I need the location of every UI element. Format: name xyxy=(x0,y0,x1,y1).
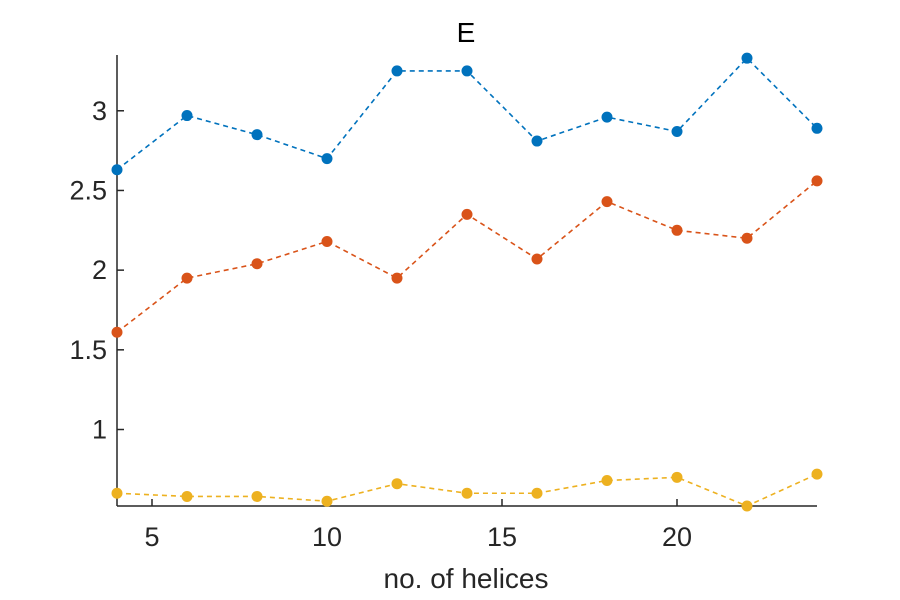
data-point xyxy=(111,326,123,338)
y-tick-label: 3 xyxy=(92,96,107,126)
data-point xyxy=(321,495,333,507)
data-point xyxy=(811,175,823,187)
y-tick-label: 1.5 xyxy=(69,335,107,365)
data-point xyxy=(531,135,543,147)
chart-title: E xyxy=(457,17,476,48)
data-point xyxy=(601,111,613,123)
data-point xyxy=(461,65,473,77)
data-point xyxy=(741,232,753,244)
data-point xyxy=(671,224,683,236)
data-point xyxy=(811,468,823,480)
data-point xyxy=(251,258,263,270)
data-point xyxy=(671,125,683,137)
data-point xyxy=(391,272,403,284)
data-point xyxy=(601,196,613,208)
data-point xyxy=(671,471,683,483)
data-point xyxy=(461,208,473,220)
data-point xyxy=(741,500,753,512)
x-axis-title: no. of helices xyxy=(384,563,549,594)
data-point xyxy=(321,153,333,165)
axes: 1 1.5 2 2.5 3 5 10 15 20 xyxy=(69,55,817,552)
data-point xyxy=(601,475,613,487)
series-2 xyxy=(111,175,823,338)
x-tick-label: 5 xyxy=(144,522,159,552)
data-point xyxy=(251,490,263,502)
x-tick-label: 20 xyxy=(662,522,692,552)
y-tick-label: 2 xyxy=(92,255,107,285)
data-point xyxy=(321,235,333,247)
data-point xyxy=(741,52,753,64)
series-3 xyxy=(111,468,823,512)
series-layer xyxy=(111,52,823,512)
data-point xyxy=(181,272,193,284)
series-1 xyxy=(111,52,823,176)
y-tick-label: 2.5 xyxy=(69,175,107,205)
data-point xyxy=(181,490,193,502)
data-point xyxy=(811,122,823,134)
x-tick-label: 10 xyxy=(312,522,342,552)
data-point xyxy=(391,478,403,490)
series-line xyxy=(116,180,818,333)
data-point xyxy=(251,129,263,141)
data-point xyxy=(111,164,123,176)
y-tick-label: 1 xyxy=(92,415,107,445)
x-tick-label: 15 xyxy=(487,522,517,552)
data-point xyxy=(461,487,473,499)
data-point xyxy=(181,110,193,122)
data-point xyxy=(531,253,543,265)
data-point xyxy=(111,487,123,499)
data-point xyxy=(531,487,543,499)
data-point xyxy=(391,65,403,77)
